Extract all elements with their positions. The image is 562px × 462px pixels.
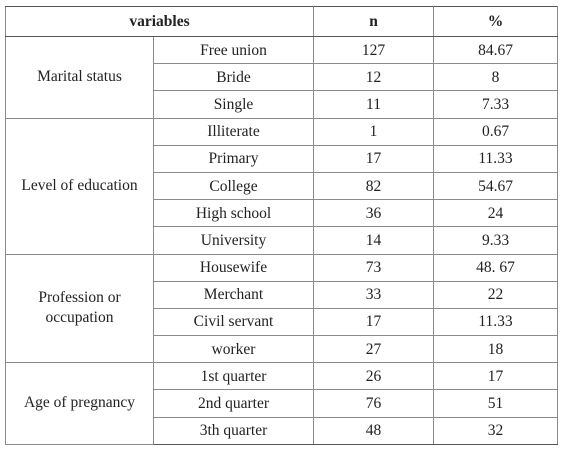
n-cell: 127	[313, 35, 434, 65]
category-cell: 1st quarter	[153, 362, 314, 391]
category-cell: Bride	[153, 63, 314, 92]
group-label-age-of-pregnancy: Age of pregnancy	[5, 362, 154, 445]
n-cell: 17	[313, 307, 434, 337]
percent-cell: 24	[433, 199, 558, 228]
percent-cell: 51	[433, 389, 558, 418]
percent-cell: 8	[433, 63, 558, 92]
header-percent: %	[433, 6, 558, 37]
category-cell: Free union	[153, 35, 314, 65]
category-cell: Housewife	[153, 253, 314, 282]
percent-cell: 9.33	[433, 226, 558, 255]
category-cell: 2nd quarter	[153, 389, 314, 418]
percent-cell: 17	[433, 362, 558, 391]
table-row: Level of education Illiterate 1 0.67	[5, 117, 558, 255]
n-cell: 76	[313, 389, 434, 418]
n-cell: 82	[313, 171, 434, 201]
category-cell: Merchant	[153, 280, 314, 309]
table-row: Marital status Free union 127 84.67	[5, 35, 558, 119]
percent-cell: 11.33	[433, 144, 558, 173]
percent-cell: 48. 67	[433, 253, 558, 282]
group-label-level-of-education: Level of education	[5, 117, 154, 255]
table-row: Civil servant 17 11.33	[6, 307, 558, 337]
n-cell: 73	[313, 253, 434, 282]
percent-cell: 0.67	[433, 117, 558, 146]
percent-cell: 22	[433, 280, 558, 309]
table-row: Profession or occupation Housewife 73 48…	[5, 253, 558, 364]
table-header: variables n %	[5, 6, 558, 37]
n-cell: 36	[313, 199, 434, 228]
table-row: Age of pregnancy 1st quarter 26 17	[5, 362, 558, 445]
percent-cell: 7.33	[433, 90, 558, 119]
n-cell: 33	[313, 280, 434, 309]
n-cell: 14	[313, 226, 434, 255]
percent-cell: 18	[433, 335, 558, 364]
group-label-marital-status: Marital status	[5, 36, 154, 119]
table-row: University 14 9.33	[6, 226, 558, 255]
category-cell: 3th quarter	[153, 416, 314, 445]
header-n: n	[313, 6, 434, 37]
header-row: variables n %	[5, 6, 558, 37]
table-row: College 82 54.67	[6, 171, 558, 201]
percent-cell: 84.67	[433, 35, 558, 65]
category-cell: University	[153, 226, 314, 255]
table-row: 3th quarter 48 32	[6, 416, 558, 445]
category-cell: Illiterate	[153, 117, 314, 146]
n-cell: 17	[313, 144, 434, 173]
header-variables: variables	[5, 6, 314, 37]
percent-cell: 32	[433, 416, 558, 445]
category-cell: Civil servant	[153, 307, 314, 337]
n-cell: 26	[313, 362, 434, 391]
table-row: Primary 17 11.33	[6, 144, 558, 173]
n-cell: 1	[313, 117, 434, 146]
n-cell: 27	[313, 335, 434, 364]
percent-cell: 54.67	[433, 171, 558, 201]
category-cell: Single	[153, 90, 314, 119]
table-row: Bride 12 8	[6, 63, 558, 92]
n-cell: 12	[313, 63, 434, 92]
category-cell: worker	[153, 335, 314, 364]
n-cell: 11	[313, 90, 434, 119]
category-cell: Primary	[153, 144, 314, 173]
group-label-profession: Profession or occupation	[5, 253, 154, 364]
category-cell: College	[153, 171, 314, 201]
percent-cell: 11.33	[433, 307, 558, 337]
table-body: Marital status Free union 127 84.67 Brid…	[5, 35, 558, 445]
data-table: variables n % Marital status Free union …	[5, 6, 558, 445]
n-cell: 48	[313, 416, 434, 445]
category-cell: High school	[153, 199, 314, 228]
